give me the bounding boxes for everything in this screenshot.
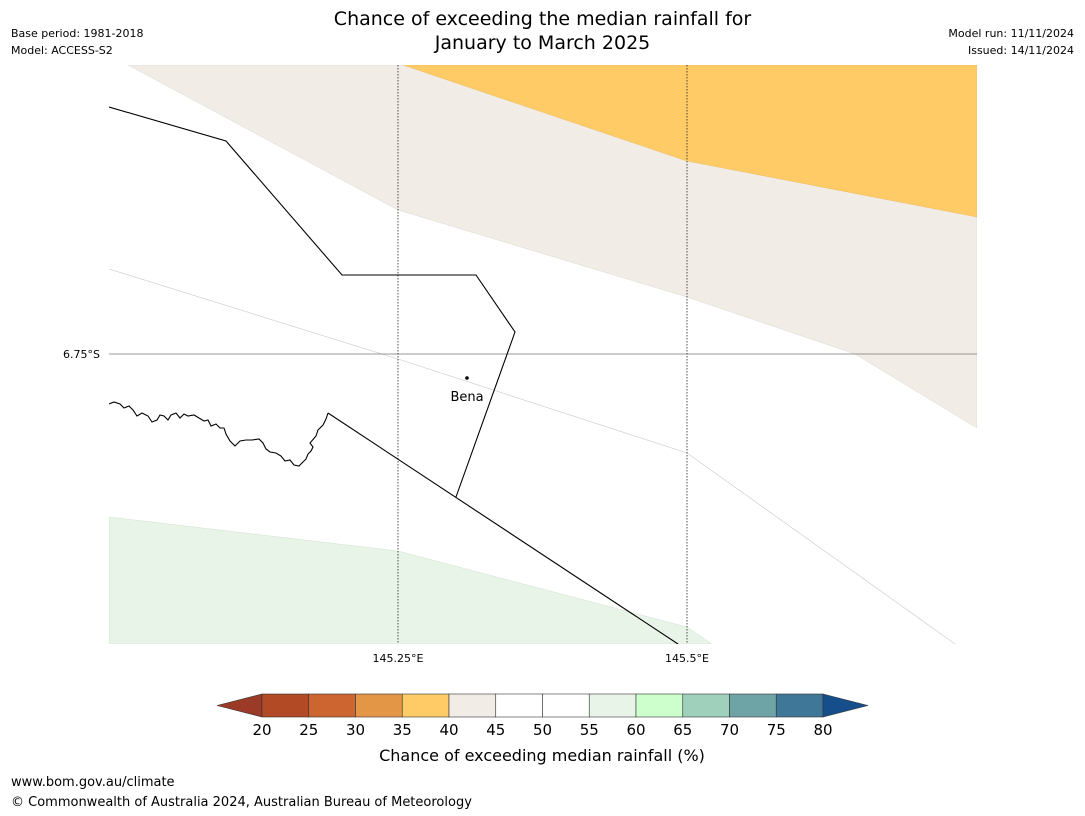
colorbar-tick-label: 45: [486, 721, 505, 739]
colorbar-tick-label: 25: [299, 721, 318, 739]
colorbar-tick-label: 35: [393, 721, 412, 739]
colorbar-tick-label: 55: [580, 721, 599, 739]
base-period-text: Base period: 1981-2018: [11, 27, 144, 40]
colorbar-tick-label: 65: [673, 721, 692, 739]
colorbar-cell: [729, 693, 777, 718]
province-boundary: [327, 412, 679, 644]
colorbar-cell: [448, 693, 497, 718]
bena-town-marker: [465, 376, 469, 380]
footer-url: www.bom.gov.au/climate: [11, 775, 175, 790]
colorbar-tick-label: 50: [533, 721, 552, 739]
colorbar-tick-label: 20: [252, 721, 271, 739]
longitude-label-145-25: 145.25°E: [373, 652, 424, 665]
model-text: Model: ACCESS-S2: [11, 44, 113, 57]
bena-town-label: Bena: [450, 390, 483, 405]
colorbar-tick-label: 60: [626, 721, 645, 739]
footer-copyright: © Commonwealth of Australia 2024, Austra…: [11, 795, 472, 810]
colorbar-label: Chance of exceeding median rainfall (%): [379, 746, 705, 765]
metadata-left: Base period: 1981-2018 Model: ACCESS-S2: [11, 25, 143, 59]
colorbar-cell: [261, 693, 310, 718]
map-panel: Bena: [109, 65, 977, 644]
latitude-label: 6.75°S: [63, 348, 100, 361]
map-title: Chance of exceeding the median rainfall …: [333, 8, 752, 54]
faint-boundary-line: [109, 268, 956, 644]
colorbar-cell: [308, 693, 356, 718]
colorbar-over-arrow: [822, 693, 869, 718]
river-boundary: [109, 401, 329, 467]
colorbar: 20 25 30 35 40 45 50 55 60 65 70 75 80 Chance of exc…: [216, 693, 869, 765]
colorbar-cell: [635, 693, 684, 718]
longitude-label-145-5: 145.5°E: [665, 652, 709, 665]
colorbar-cell: [401, 693, 450, 718]
model-run-text: Model run: 11/11/2024: [948, 27, 1074, 40]
issued-text: Issued: 14/11/2024: [967, 44, 1074, 57]
colorbar-tick-label: 40: [439, 721, 458, 739]
colorbar-cell: [495, 693, 543, 718]
colorbar-tick-label: 80: [813, 721, 832, 739]
colorbar-cell: [682, 693, 730, 718]
region-35-40-percent: [402, 65, 977, 218]
province-boundary: [109, 106, 516, 498]
colorbar-tick-label: 75: [767, 721, 786, 739]
metadata-right: Model run: 11/11/2024 Issued: 14/11/2024: [948, 25, 1074, 59]
region-55-60-percent: [109, 516, 713, 644]
colorbar-cell: [775, 693, 824, 718]
colorbar-cell: [588, 693, 637, 718]
colorbar-tick-label: 70: [720, 721, 739, 739]
colorbar-cell: [542, 693, 590, 718]
colorbar-under-arrow: [216, 693, 263, 718]
colorbar-cell: [355, 693, 403, 718]
colorbar-tick-label: 30: [346, 721, 365, 739]
